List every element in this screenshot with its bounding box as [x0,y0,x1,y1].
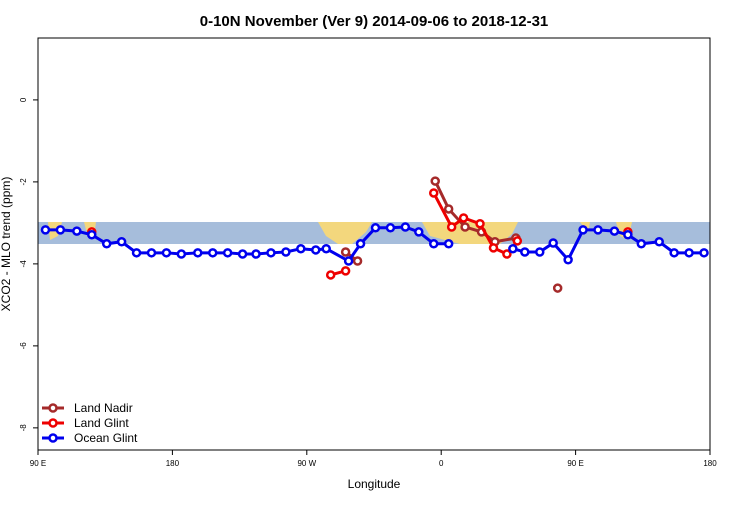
data-point [222,248,233,258]
data-point [340,266,351,276]
x-tick-label: 90 W [297,459,316,468]
land-strip [580,222,632,240]
y-tick-label: -6 [19,342,28,350]
data-point [296,243,306,254]
data-point [146,248,157,258]
data-point [684,248,694,258]
data-point [72,226,82,236]
x-tick-label: 180 [703,459,717,468]
data-point [325,270,336,280]
legend-label: Land Glint [74,416,129,430]
data-point [55,225,66,235]
data-point [352,256,363,266]
data-point [370,223,381,233]
legend-marker [48,418,58,428]
data-point [535,247,545,257]
data-point [520,247,530,257]
data-point [669,248,679,258]
legend-label: Land Nadir [74,401,133,415]
data-point [355,239,366,249]
data-point [563,255,573,265]
data-point [552,283,563,293]
legend-label: Ocean Glint [74,431,138,445]
data-point [443,239,454,249]
data-point [400,222,411,232]
data-point [385,223,396,233]
land-strip [318,222,372,244]
data-point [340,247,351,257]
data-point [475,218,485,229]
data-point [458,213,469,223]
x-tick-label: 180 [166,459,180,468]
data-point [593,225,603,235]
data-point [321,243,331,254]
data-point [251,249,261,259]
data-point [87,230,97,240]
data-point [266,248,276,258]
data-point [636,239,647,249]
x-tick-label: 90 E [567,459,583,468]
map-band [38,222,710,244]
data-point [311,245,321,255]
legend-marker [48,403,58,413]
data-point [281,247,291,257]
data-point [237,249,248,259]
y-tick-label: -2 [19,178,28,186]
data-point [40,225,51,235]
data-point [414,227,424,237]
data-point [161,248,172,258]
plot-frame [37,37,711,451]
data-point [508,243,518,254]
x-tick-label: 0 [439,459,444,468]
data-point [193,248,203,258]
data-point [548,238,558,248]
data-point [699,248,709,258]
y-tick-label: -4 [19,260,28,268]
data-point [446,222,457,232]
data-point [428,239,439,249]
data-point [428,188,439,198]
y-tick-label: 0 [19,97,28,102]
data-point [578,225,588,235]
data-point [443,204,454,214]
data-point [176,249,187,259]
data-point [101,239,112,249]
data-point [488,243,499,253]
data-point [116,236,127,247]
data-point [131,248,142,258]
data-point [623,230,633,240]
chart-title: 0-10N November (Ver 9) 2014-09-06 to 201… [200,13,549,30]
x-tick-label: 90 E [30,459,46,468]
y-axis-label: XCO2 - MLO trend (ppm) [0,177,13,312]
data-point [502,249,512,259]
data-point [609,226,620,236]
legend-marker [48,433,58,443]
data-point [343,256,354,266]
x-axis-label: Longitude [348,477,401,491]
ocean-strip [38,222,710,244]
data-point [430,176,440,186]
data-point [207,248,218,258]
data-point [460,222,470,232]
data-point [654,236,664,247]
data-point [512,236,523,246]
y-tick-label: -8 [19,424,28,432]
